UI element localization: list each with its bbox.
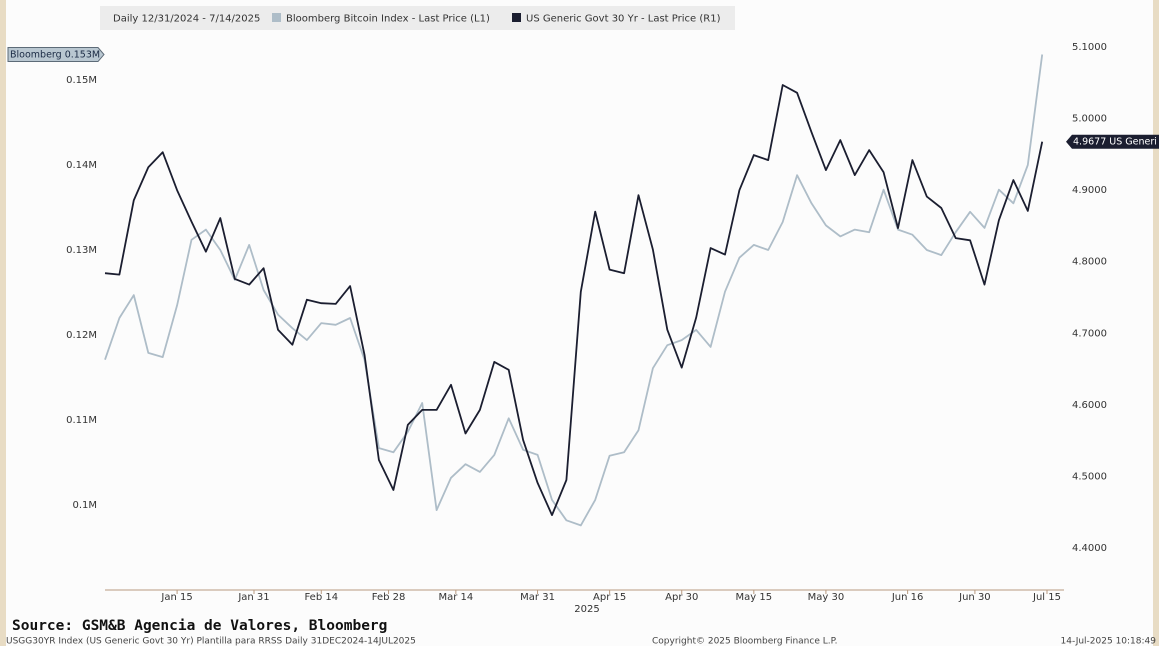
- x-tick-label: May 15: [736, 592, 773, 603]
- y-tick-label: 0.12M: [66, 330, 97, 341]
- last-value-tag: [7, 47, 105, 63]
- y-tick-label: 0.1M: [72, 500, 97, 511]
- x-tick-label: Mar 31: [520, 592, 555, 603]
- y-tick-label: 0.13M: [66, 245, 97, 256]
- y2-tick-label: 5.0000: [1072, 114, 1107, 125]
- legend-label: US Generic Govt 30 Yr - Last Price (R1): [526, 14, 721, 25]
- legend-swatch: [512, 13, 521, 22]
- y2-tick-label: 4.7000: [1072, 328, 1107, 339]
- timestamp: 14-Jul-2025 10:18:49: [1061, 637, 1157, 646]
- footer-description: USGG30YR Index (US Generic Govt 30 Yr) P…: [6, 637, 416, 646]
- x-tick-label: Jun 30: [958, 592, 991, 603]
- last-value-label: Bloomberg 0.153M: [10, 50, 100, 61]
- x-tick-label: Feb 28: [372, 592, 406, 603]
- y2-tick-label: 4.9000: [1072, 185, 1107, 196]
- x-tick-label: Apr 30: [665, 592, 698, 603]
- legend-box: [100, 6, 735, 30]
- legend-swatch: [272, 13, 281, 22]
- series-line: [104, 84, 1044, 516]
- y-tick-label: 0.14M: [66, 160, 97, 171]
- x-year-label: 2025: [574, 604, 599, 615]
- series-line: [104, 54, 1044, 527]
- x-tick-label: Apr 15: [593, 592, 626, 603]
- x-tick-label: Jul 15: [1032, 592, 1061, 603]
- y2-tick-label: 4.6000: [1072, 400, 1107, 411]
- last-value-tag: [1066, 134, 1159, 149]
- y2-tick-label: 5.1000: [1072, 42, 1107, 53]
- legend-label: Bloomberg Bitcoin Index - Last Price (L1…: [286, 14, 490, 25]
- right-border: [1153, 0, 1159, 646]
- x-tick-label: Jun 16: [891, 592, 924, 603]
- y-tick-label: 0.15M: [66, 75, 97, 86]
- x-tick-label: Feb 14: [304, 592, 338, 603]
- x-tick-label: Mar 14: [438, 592, 473, 603]
- x-tick-label: May 30: [808, 592, 845, 603]
- last-value-label: 4.9677 US Generi: [1073, 137, 1157, 148]
- x-tick-label: Jan 31: [237, 592, 269, 603]
- copyright: Copyright© 2025 Bloomberg Finance L.P.: [652, 637, 837, 646]
- y2-tick-label: 4.4000: [1072, 543, 1107, 554]
- y2-tick-label: 4.8000: [1072, 257, 1107, 268]
- y-tick-label: 0.11M: [66, 415, 97, 426]
- legend-title: Daily 12/31/2024 - 7/14/2025: [113, 14, 260, 25]
- y2-tick-label: 4.5000: [1072, 471, 1107, 482]
- left-border: [0, 0, 6, 646]
- x-tick-label: Jan 15: [160, 592, 192, 603]
- source: Source: GSM&B Agencia de Valores, Bloomb…: [12, 618, 387, 634]
